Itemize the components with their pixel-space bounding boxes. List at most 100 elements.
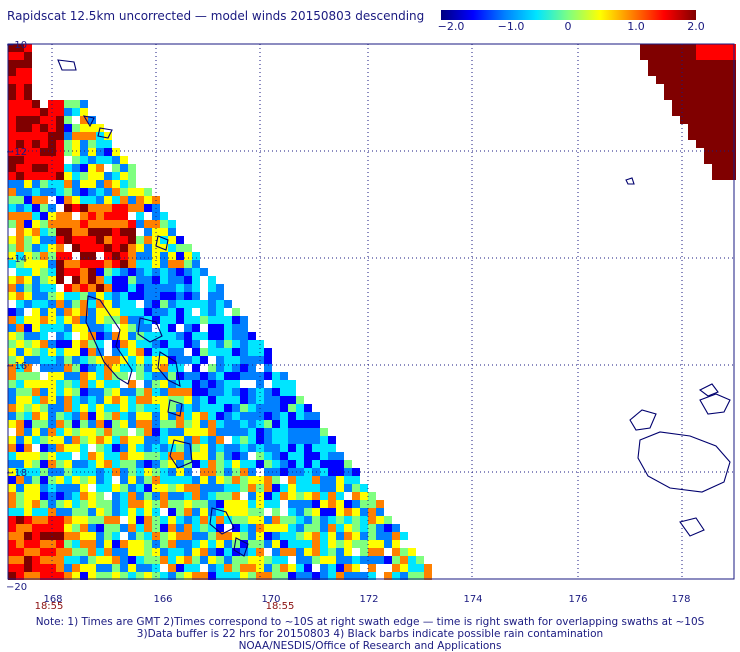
swath-cell	[136, 452, 144, 460]
swath-cell	[8, 116, 16, 124]
swath-cell	[80, 228, 88, 236]
swath-cell	[344, 500, 352, 508]
swath-cell	[664, 76, 672, 84]
swath-cell	[384, 540, 392, 548]
swath-cell	[8, 524, 16, 532]
swath-cell	[72, 348, 80, 356]
swath-cell	[16, 380, 24, 388]
swath-cell	[56, 508, 64, 516]
swath-cell	[160, 524, 168, 532]
swath-cell	[176, 316, 184, 324]
swath-cell	[272, 540, 280, 548]
swath-cell	[184, 332, 192, 340]
swath-cell	[168, 556, 176, 564]
swath-cell	[112, 388, 120, 396]
swath-cell	[24, 516, 32, 524]
swath-cell	[160, 244, 168, 252]
swath-cell	[280, 572, 288, 580]
swath-cell	[32, 532, 40, 540]
swath-cell	[136, 244, 144, 252]
swath-cell	[320, 484, 328, 492]
swath-cell	[80, 292, 88, 300]
swath-cell	[16, 292, 24, 300]
swath-cell	[8, 460, 16, 468]
swath-cell	[160, 292, 168, 300]
swath-cell	[416, 564, 424, 572]
swath-cell	[40, 124, 48, 132]
swath-cell	[232, 420, 240, 428]
swath-cell	[168, 396, 176, 404]
swath-cell	[88, 404, 96, 412]
swath-cell	[192, 444, 200, 452]
swath-cell	[72, 196, 80, 204]
swath-cell	[704, 124, 712, 132]
swath-cell	[8, 84, 16, 92]
swath-cell	[88, 412, 96, 420]
swath-cell	[192, 332, 200, 340]
swath-cell	[104, 372, 112, 380]
swath-cell	[56, 428, 64, 436]
swath-cell	[392, 556, 400, 564]
swath-cell	[224, 396, 232, 404]
swath-cell	[368, 564, 376, 572]
swath-cell	[112, 452, 120, 460]
swath-cell	[320, 444, 328, 452]
swath-cell	[360, 508, 368, 516]
swath-cell	[216, 492, 224, 500]
swath-cell	[176, 268, 184, 276]
swath-cell	[360, 500, 368, 508]
swath-cell	[288, 492, 296, 500]
swath-cell	[232, 524, 240, 532]
swath-cell	[384, 524, 392, 532]
swath-cell	[176, 476, 184, 484]
swath-cell	[128, 452, 136, 460]
swath-cell	[728, 124, 736, 132]
swath-cell	[120, 156, 128, 164]
swath-cell	[136, 284, 144, 292]
swath-cell	[184, 500, 192, 508]
swath-cell	[280, 492, 288, 500]
swath-cell	[144, 372, 152, 380]
swath-cell	[344, 460, 352, 468]
swath-cell	[720, 68, 728, 76]
swath-cell	[288, 516, 296, 524]
swath-cell	[112, 364, 120, 372]
swath-cell	[128, 284, 136, 292]
swath-cell	[64, 252, 72, 260]
swath-cell	[80, 148, 88, 156]
swath-cell	[80, 220, 88, 228]
swath-cell	[176, 364, 184, 372]
swath-cell	[96, 524, 104, 532]
swath-cell	[176, 436, 184, 444]
swath-cell	[712, 156, 720, 164]
swath-cell	[224, 332, 232, 340]
colorbar-tick-label: −2.0	[437, 20, 465, 33]
swath-cell	[72, 556, 80, 564]
swath-cell	[320, 548, 328, 556]
swath-cell	[96, 292, 104, 300]
swath-cell	[384, 556, 392, 564]
swath-cell	[248, 364, 256, 372]
swath-cell	[72, 540, 80, 548]
swath-cell	[712, 140, 720, 148]
swath-cell	[16, 44, 24, 52]
swath-cell	[664, 84, 672, 92]
swath-cell	[16, 436, 24, 444]
swath-cell	[160, 420, 168, 428]
swath-cell	[304, 492, 312, 500]
swath-cell	[120, 364, 128, 372]
swath-cell	[232, 508, 240, 516]
swath-cell	[728, 164, 736, 172]
swath-cell	[224, 556, 232, 564]
swath-cell	[120, 508, 128, 516]
swath-cell	[248, 444, 256, 452]
swath-cell	[128, 500, 136, 508]
swath-cell	[8, 324, 16, 332]
swath-cell	[104, 476, 112, 484]
swath-cell	[96, 380, 104, 388]
swath-cell	[96, 308, 104, 316]
swath-cell	[96, 332, 104, 340]
swath-cell	[224, 364, 232, 372]
swath-cell	[304, 412, 312, 420]
swath-cell	[704, 140, 712, 148]
